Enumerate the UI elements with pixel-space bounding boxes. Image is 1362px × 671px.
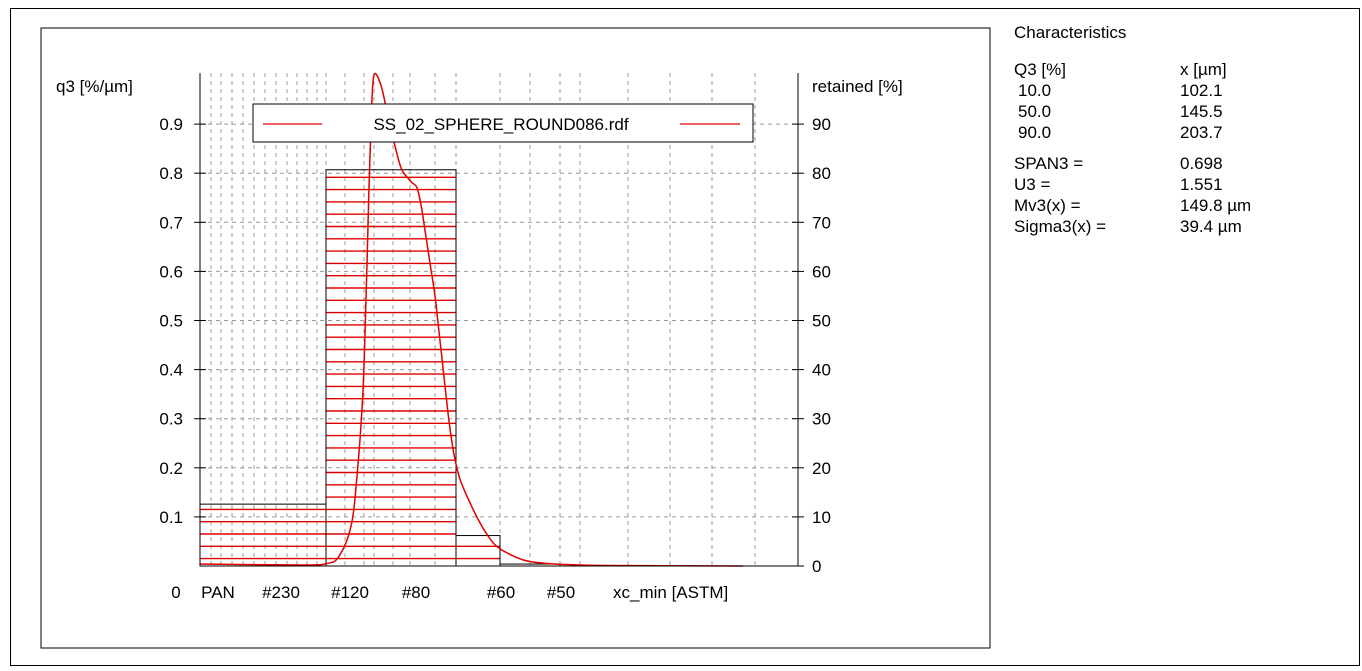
right-axis-title: retained [%] xyxy=(812,77,903,96)
left-tick-label: 0.8 xyxy=(159,164,183,183)
x-tick-label: PAN xyxy=(201,583,235,602)
right-tick-label: 0 xyxy=(812,557,821,576)
left-tick-label: 0.2 xyxy=(159,459,183,478)
param-name: Mv3(x) = xyxy=(1014,196,1081,215)
legend-label: SS_02_SPHERE_ROUND086.rdf xyxy=(373,115,628,134)
left-tick-label: 0.7 xyxy=(159,213,183,232)
left-tick-label: 0.6 xyxy=(159,262,183,281)
param-row: U3 = 1.551 xyxy=(1014,174,1251,195)
characteristics-title: Characteristics xyxy=(1014,23,1127,42)
left-axis-title: q3 [%/µm] xyxy=(56,77,133,96)
x-axis-title: xc_min [ASTM] xyxy=(613,583,728,602)
left-tick-label: 0.5 xyxy=(159,312,183,331)
quantile-header-x: x [µm] xyxy=(1180,60,1227,79)
quantile-q: 10.0 xyxy=(1018,81,1052,100)
param-row: Sigma3(x) = 39.4 µm xyxy=(1014,216,1251,237)
quantile-x: 203.7 xyxy=(1180,123,1223,142)
right-tick-label: 60 xyxy=(812,262,831,281)
quantile-q: 90.0 xyxy=(1018,123,1052,142)
left-tick-label: 0.3 xyxy=(159,410,183,429)
legend: SS_02_SPHERE_ROUND086.rdf xyxy=(252,103,754,143)
report-frame xyxy=(10,8,1360,666)
left-tick-label: 0.9 xyxy=(159,115,183,134)
x-origin-label: 0 xyxy=(171,583,180,602)
quantile-row: 10.0 102.1 xyxy=(1014,80,1251,101)
density-curve xyxy=(199,72,744,567)
quantile-header-row: Q3 [%] x [µm] xyxy=(1014,59,1251,80)
param-name: U3 = xyxy=(1014,175,1051,194)
characteristics-panel: Characteristics Q3 [%] x [µm] 10.0 102.1… xyxy=(1014,22,1251,237)
quantile-row: 90.0 203.7 xyxy=(1014,122,1251,143)
quantile-row: 50.0 145.5 xyxy=(1014,101,1251,122)
histogram-bar xyxy=(325,169,457,567)
param-name: SPAN3 = xyxy=(1014,154,1084,173)
right-tick-label: 50 xyxy=(812,312,831,331)
legend-box xyxy=(252,103,754,143)
x-tick-label: #60 xyxy=(487,583,515,602)
param-row: SPAN3 = 0.698 xyxy=(1014,153,1251,174)
param-value: 39.4 µm xyxy=(1180,217,1242,236)
param-value: 149.8 µm xyxy=(1180,196,1252,215)
x-tick-label: #120 xyxy=(331,583,369,602)
quantile-header-q: Q3 [%] xyxy=(1014,60,1066,79)
bar-outline xyxy=(455,535,501,567)
quantile-x: 145.5 xyxy=(1180,102,1223,121)
param-value: 1.551 xyxy=(1180,175,1223,194)
left-tick-label: 0.1 xyxy=(159,508,183,527)
param-name: Sigma3(x) = xyxy=(1014,217,1107,236)
x-tick-label: #230 xyxy=(262,583,300,602)
quantile-q: 50.0 xyxy=(1018,102,1052,121)
x-tick-label: #50 xyxy=(547,583,575,602)
histogram-bar xyxy=(455,535,501,567)
x-tick-label: #80 xyxy=(402,583,430,602)
left-tick-label: 0.4 xyxy=(159,361,183,380)
right-tick-label: 10 xyxy=(812,508,831,527)
param-row: Mv3(x) = 149.8 µm xyxy=(1014,195,1251,216)
right-tick-label: 20 xyxy=(812,459,831,478)
right-tick-label: 80 xyxy=(812,164,831,183)
quantile-x: 102.1 xyxy=(1180,81,1223,100)
right-tick-label: 90 xyxy=(812,115,831,134)
right-tick-label: 40 xyxy=(812,361,831,380)
chart-box xyxy=(40,27,991,649)
right-tick-label: 30 xyxy=(812,410,831,429)
right-tick-label: 70 xyxy=(812,213,831,232)
param-value: 0.698 xyxy=(1180,154,1223,173)
